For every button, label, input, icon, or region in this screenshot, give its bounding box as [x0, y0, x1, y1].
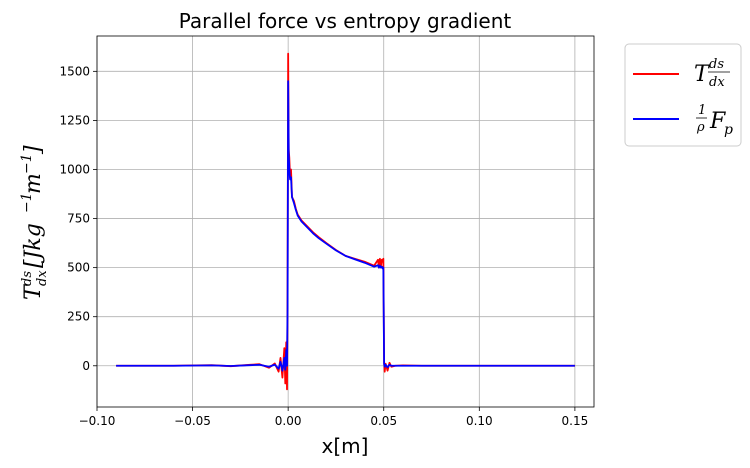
svg-text:dx: dx: [709, 75, 725, 90]
x-tick-label: 0.15: [562, 414, 589, 428]
svg-text:−1: −1: [19, 192, 35, 213]
legend-0-base: T: [694, 62, 711, 87]
y-tick-label: 500: [67, 261, 90, 275]
svg-text:[Jkg: [Jkg: [21, 223, 46, 268]
y-label-base: T: [21, 283, 46, 300]
y-label-unit-mid: m: [21, 173, 46, 194]
legend-entry-tdsdx: T ds dx: [633, 57, 730, 90]
y-ticks: 0 250 500 750 1000 1250 1500: [59, 64, 97, 373]
legend-box: [624, 43, 742, 147]
series-layer: [116, 52, 575, 391]
svg-text:p: p: [724, 122, 733, 138]
svg-text:dx: dx: [35, 270, 50, 286]
legend-0-frac-num: ds: [709, 57, 724, 72]
y-label-unit-open: [Jkg: [21, 223, 46, 268]
x-axis-label: x[m]: [322, 434, 369, 458]
y-tick-label: 250: [67, 310, 90, 324]
legend-1-base: F: [709, 109, 726, 134]
series-line-fp: [116, 80, 575, 372]
x-tick-label: 0.00: [275, 414, 302, 428]
y-axis-label: T ds dx [Jkg −1 m −1 ]: [19, 145, 50, 300]
svg-text:1: 1: [698, 103, 706, 118]
legend-1-sub: p: [724, 122, 733, 138]
plot-frame: [96, 35, 595, 408]
legend-1-frac-num: 1: [698, 103, 706, 118]
x-tick-label: 0.05: [370, 414, 397, 428]
legend-entry-fp: 1 ρ F p: [633, 103, 733, 138]
svg-text:F: F: [709, 109, 726, 134]
svg-text:T: T: [694, 62, 711, 87]
x-tick-label: −0.10: [79, 414, 116, 428]
y-label-frac-den: dx: [35, 270, 50, 286]
y-label-unit-exp1: −1: [19, 192, 35, 213]
y-label-unit-exp2: −1: [19, 153, 35, 174]
y-tick-label: 0: [82, 359, 90, 373]
y-label-unit-close: ]: [21, 145, 46, 155]
chart-title: Parallel force vs entropy gradient: [179, 9, 512, 33]
plot-area: [97, 36, 594, 407]
svg-text:ds: ds: [709, 57, 724, 72]
svg-text:ρ: ρ: [696, 120, 705, 135]
y-label-frac-num: ds: [20, 271, 35, 286]
svg-text:ds: ds: [20, 271, 35, 286]
svg-text:]: ]: [21, 145, 46, 155]
y-tick-label: 750: [67, 212, 90, 226]
x-tick-label: −0.05: [174, 414, 211, 428]
y-tick-label: 1500: [59, 64, 90, 78]
legend-0-frac-den: dx: [709, 75, 725, 90]
x-tick-label: 0.10: [466, 414, 493, 428]
svg-text:T: T: [21, 283, 46, 300]
legend: T ds dx 1 ρ F p: [624, 43, 742, 147]
y-tick-label: 1000: [59, 162, 90, 176]
svg-text:m: m: [21, 173, 46, 194]
y-tick-label: 1250: [59, 113, 90, 127]
x-ticks: −0.10 −0.05 0.00 0.05 0.10 0.15: [79, 407, 589, 428]
legend-1-frac-den: ρ: [696, 120, 705, 135]
svg-text:−1: −1: [19, 153, 35, 174]
